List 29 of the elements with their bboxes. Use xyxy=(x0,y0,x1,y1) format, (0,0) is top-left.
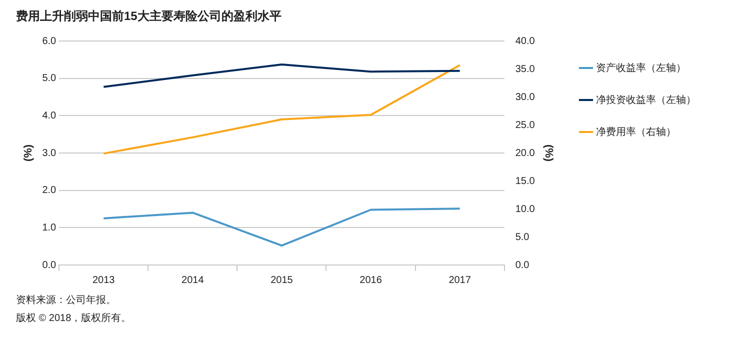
y2-axis-title: (%) xyxy=(542,144,554,162)
y-tick-label: 4.0 xyxy=(42,110,57,122)
legend-label: 净投资收益率（左轴） xyxy=(596,94,696,106)
y-tick-label: 6.0 xyxy=(42,36,57,47)
y2-tick-label: 5.0 xyxy=(515,232,530,243)
y2-tick-label: 40.0 xyxy=(515,36,536,47)
legend-label: 资产收益率（左轴） xyxy=(596,62,686,74)
x-tick-label: 2016 xyxy=(360,274,382,286)
legend-label: 净费用率（右轴） xyxy=(596,126,676,138)
chart-title: 费用上升削弱中国前15大主要寿险公司的盈利水平 xyxy=(16,8,282,25)
y2-tick-label: 0.0 xyxy=(515,260,530,271)
y-tick-label: 2.0 xyxy=(42,185,57,196)
y2-tick-label: 20.0 xyxy=(515,148,536,159)
y2-tick-label: 25.0 xyxy=(515,120,536,131)
text: 版权 © 2018，版权所有。 xyxy=(16,312,132,325)
y2-tick-label: 10.0 xyxy=(515,204,536,215)
x-tick-label: 2014 xyxy=(182,274,204,286)
y-tick-label: 5.0 xyxy=(42,73,57,84)
y2-tick-label: 15.0 xyxy=(515,176,536,187)
text: 资料来源：公司年报。 xyxy=(16,294,117,307)
x-tick-label: 2017 xyxy=(448,274,472,286)
y-axis-title: (%) xyxy=(22,144,35,162)
x-tick-label: 2013 xyxy=(92,274,116,286)
y2-tick-label: 30.0 xyxy=(515,92,536,103)
y-tick-label: 1.0 xyxy=(42,222,57,234)
x-tick-label: 2015 xyxy=(270,274,294,286)
y2-tick-label: 35.0 xyxy=(515,64,536,75)
y-tick-label: 0.0 xyxy=(42,260,57,271)
y-tick-label: 3.0 xyxy=(42,148,57,159)
